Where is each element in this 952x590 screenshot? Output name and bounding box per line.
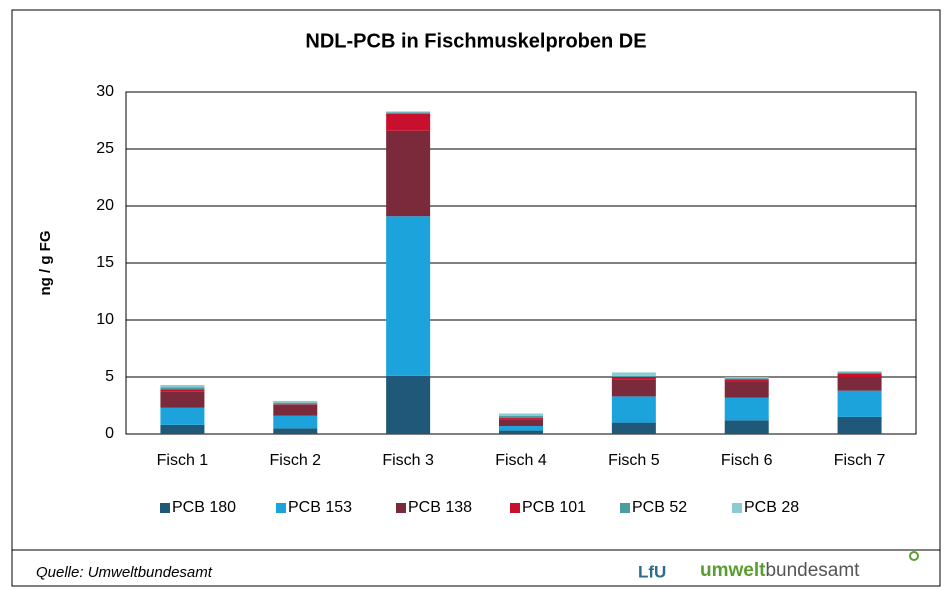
- y-tick-label: 20: [96, 197, 114, 214]
- y-tick-label: 5: [105, 368, 114, 385]
- x-tick-label: Fisch 1: [157, 452, 209, 469]
- bar-segment: [386, 375, 431, 434]
- bar-segment: [160, 424, 205, 434]
- legend-swatch: [396, 503, 406, 513]
- bar-segment: [837, 373, 882, 377]
- bar-segment: [273, 404, 318, 406]
- legend-label: PCB 28: [744, 499, 799, 516]
- legend-label: PCB 52: [632, 499, 687, 516]
- y-tick-label: 15: [96, 254, 114, 271]
- bar-segment: [837, 371, 882, 373]
- x-tick-label: Fisch 3: [382, 452, 434, 469]
- x-tick-label: Fisch 6: [721, 452, 773, 469]
- bar-segment: [611, 377, 656, 380]
- bar-segment: [160, 407, 205, 425]
- bar-segment: [837, 372, 882, 374]
- bar-segment: [273, 415, 318, 429]
- bar-segment: [611, 422, 656, 434]
- bar-segment: [499, 430, 543, 434]
- legend-swatch: [510, 503, 520, 513]
- bar-segment: [499, 415, 543, 419]
- bar-segment: [160, 389, 205, 392]
- legend-label: PCB 153: [288, 499, 352, 516]
- legend-swatch: [276, 503, 286, 513]
- bar-segment: [837, 390, 882, 417]
- x-tick-label: Fisch 5: [608, 452, 660, 469]
- bar-segment: [724, 377, 769, 379]
- bar-segment: [386, 216, 431, 376]
- legend-label: PCB 101: [522, 499, 586, 516]
- logo-uba-bold: umwelt: [700, 560, 766, 581]
- bar-segment: [837, 377, 882, 391]
- bar-segment: [499, 413, 543, 416]
- x-tick-label: Fisch 7: [834, 452, 886, 469]
- frame: [11, 9, 941, 587]
- bar-segment: [499, 419, 543, 427]
- bar-segment: [837, 416, 882, 434]
- source: Quelle: Umweltbundesamt: [36, 564, 213, 581]
- x-tick-label: Fisch 4: [495, 452, 547, 469]
- bar-segment: [611, 375, 656, 377]
- bar-segment: [386, 113, 431, 131]
- y-tick-label: 0: [105, 425, 114, 442]
- bar-segment: [273, 405, 318, 416]
- legend-swatch: [620, 503, 630, 513]
- legend-label: PCB 138: [408, 499, 472, 516]
- bar-segment: [611, 372, 656, 376]
- bar-segment: [724, 420, 769, 434]
- bar-segment: [160, 387, 205, 390]
- y-tick-label: 10: [96, 311, 114, 328]
- bar-segment: [160, 384, 205, 388]
- y-tick-label: 30: [96, 83, 114, 100]
- logo-mark: [909, 551, 919, 561]
- bar-segment: [724, 381, 769, 398]
- bar-segment: [160, 391, 205, 408]
- bar-segment: [724, 379, 769, 382]
- bar-segment: [273, 428, 318, 434]
- x-tick-label: Fisch 2: [269, 452, 321, 469]
- y-tick-label: 25: [96, 140, 114, 157]
- bar-segment: [724, 397, 769, 421]
- bar-segment: [611, 396, 656, 423]
- legend-label: PCB 180: [172, 499, 236, 516]
- logo-uba: umweltbundesamt: [700, 560, 860, 581]
- bar-segment: [386, 130, 431, 217]
- logo-uba-light: bundesamt: [765, 560, 860, 581]
- bar-segment: [273, 402, 318, 405]
- bar-segment: [273, 400, 318, 403]
- bar-segment: [499, 426, 543, 431]
- bar-segment: [724, 378, 769, 380]
- bar-segment: [499, 418, 543, 420]
- logo-lfu: LfU: [638, 562, 666, 581]
- legend-swatch: [732, 503, 742, 513]
- bar-segment: [386, 112, 431, 114]
- bar-segment: [611, 379, 656, 397]
- y-axis-label: ng / g FG: [37, 231, 54, 296]
- legend-swatch: [160, 503, 170, 513]
- chart-title: NDL-PCB in Fischmuskelproben DE: [305, 30, 646, 52]
- bar-segment: [386, 111, 431, 113]
